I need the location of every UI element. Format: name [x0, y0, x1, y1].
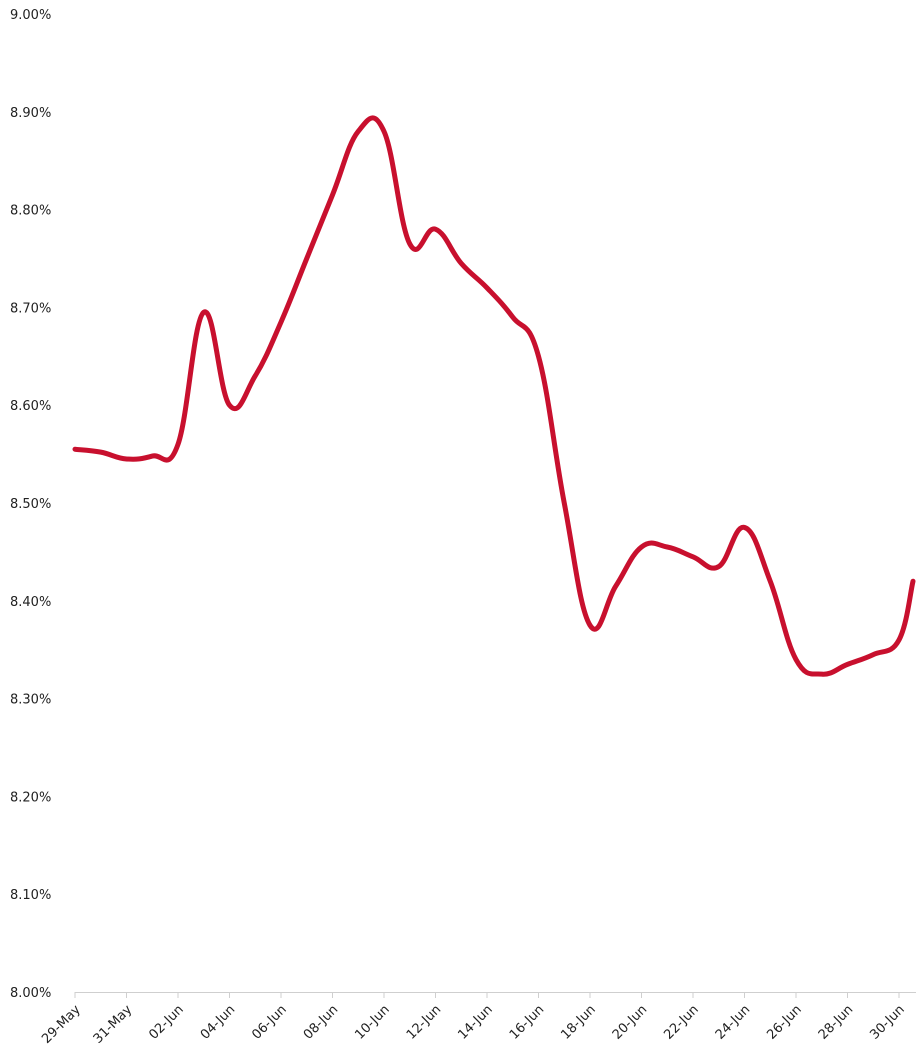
y-tick-label: 8.50%	[10, 497, 51, 512]
x-tick-label: 10-Jun	[352, 1002, 393, 1043]
y-tick-label: 8.60%	[10, 399, 51, 414]
x-tick-label: 12-Jun	[404, 1002, 445, 1043]
x-tick-label: 30-Jun	[867, 1002, 908, 1043]
x-tick-label: 22-Jun	[661, 1002, 702, 1043]
y-tick-label: 8.10%	[10, 888, 51, 903]
y-axis: 8.00% 8.10% 8.20% 8.30% 8.40% 8.50% 8.60% 8.70%…	[10, 8, 51, 1001]
x-tick-label: 06-Jun	[249, 1002, 290, 1043]
x-tick-label: 20-Jun	[610, 1002, 651, 1043]
y-tick-label: 8.20%	[10, 790, 51, 805]
x-tick-label: 26-Jun	[764, 1002, 805, 1043]
series-group	[72, 115, 916, 677]
x-axis: 29-May 31-May 02-Jun 04-Jun 06-Jun 08-Jun 10-J…	[39, 992, 916, 1047]
series-line	[72, 115, 916, 677]
x-tick-label: 02-Jun	[146, 1002, 187, 1043]
x-tick-label: 04-Jun	[198, 1002, 239, 1043]
y-tick-label: 9.00%	[10, 8, 51, 23]
y-tick-label: 8.00%	[10, 986, 51, 1001]
x-tick-label: 29-May	[39, 1002, 84, 1047]
y-tick-label: 8.90%	[10, 106, 51, 121]
x-tick-label: 28-Jun	[816, 1002, 857, 1043]
y-tick-label: 8.30%	[10, 693, 51, 708]
x-tick-label: 14-Jun	[455, 1002, 496, 1043]
x-tick-label: 16-Jun	[507, 1002, 548, 1043]
x-tick-label: 24-Jun	[713, 1002, 754, 1043]
x-tick-label: 31-May	[91, 1002, 136, 1047]
x-tick-label: 18-Jun	[558, 1002, 599, 1043]
x-tick-label: 08-Jun	[301, 1002, 342, 1043]
y-tick-label: 8.80%	[10, 204, 51, 219]
y-tick-label: 8.70%	[10, 301, 51, 316]
y-tick-label: 8.40%	[10, 595, 51, 610]
